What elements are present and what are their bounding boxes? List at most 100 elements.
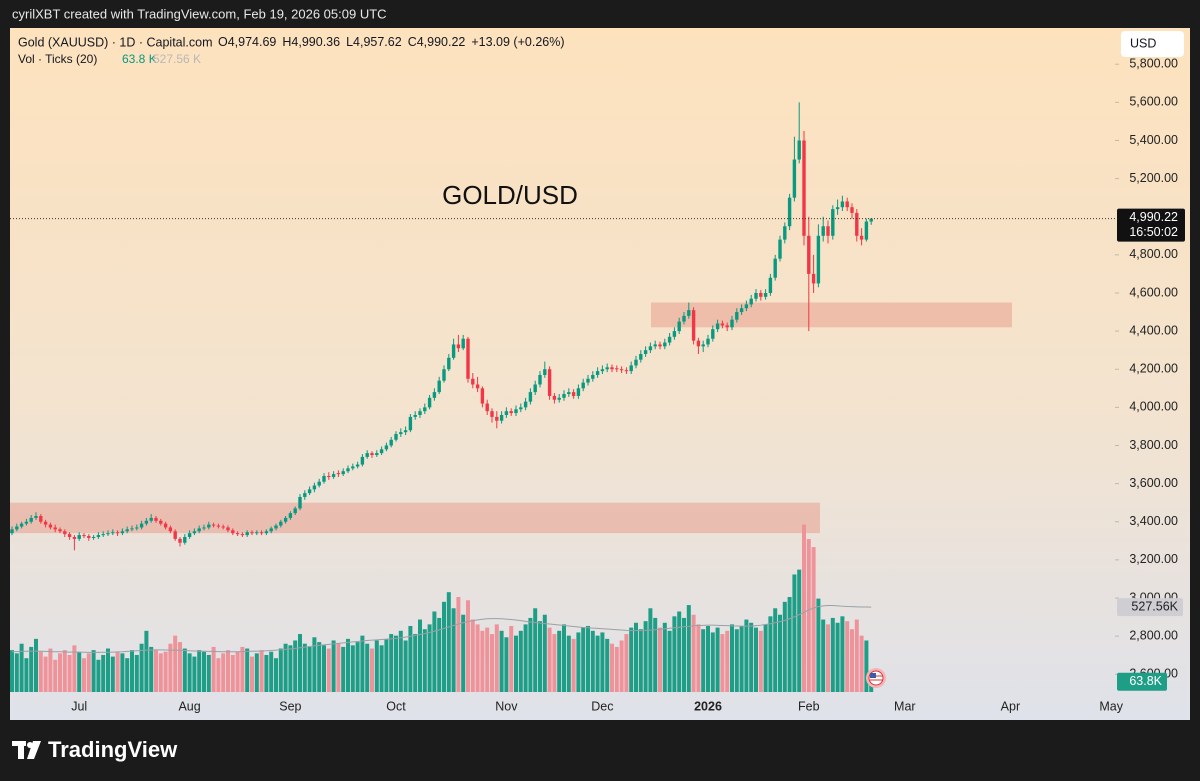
volume-bar [653,617,658,692]
volume-bar [346,638,350,692]
candle-body [442,369,446,381]
volume-bar [269,651,274,692]
volume-bar [778,614,782,692]
volume-bar [422,629,427,692]
candle-body [125,529,129,532]
volume-bar [605,638,610,692]
volume-bar [811,547,816,692]
candle-body [15,526,19,530]
volume-bar [259,650,264,692]
candle-body [63,531,67,535]
volume-bar [432,611,437,692]
candle-body [725,325,729,328]
volume-bar [408,625,413,692]
candle-body [384,445,389,450]
volume-bar [595,635,600,692]
candle-body [427,397,432,408]
candle-body [533,384,537,393]
candle-body [653,344,657,347]
volume-ma-line [11,605,872,653]
volume-bar [437,617,442,692]
countdown: 16:50:02 [1129,225,1178,239]
candle-body [667,336,672,343]
volume-bar [840,616,845,692]
candle-body [178,538,182,543]
volume-bar [226,650,230,692]
flag-icon [866,668,886,688]
volume-bar [538,621,542,692]
x-tick-label: 2026 [694,699,722,713]
candle-body [29,517,33,522]
candle-body [461,338,465,349]
volume-bar [245,648,250,692]
candle-body [379,449,384,454]
candle-body [240,534,245,536]
volume-bar [648,608,653,692]
candle-body [696,340,701,347]
candle-body [87,536,91,538]
candle-body [245,532,249,536]
candle-body [557,397,561,400]
volume-bar [398,630,403,692]
candle-body [773,258,777,278]
volume-bar [739,625,744,692]
volume-bar [571,638,576,692]
candle-body [802,140,806,236]
volume-bar [293,640,298,692]
candle-body [408,416,413,431]
candle-body [456,344,461,349]
y-tick-label: 4,200.00 [1129,362,1178,376]
candle-body [643,350,648,354]
y-tick-label: 3,200.00 [1129,552,1178,566]
volume-bar [451,608,456,692]
volume-bar [115,651,120,692]
x-tick-label: Mar [894,699,916,713]
candle-body [413,414,417,417]
candle-body [250,532,254,534]
candle-body [466,338,470,379]
legend-ohlc-item: +13.09 (+0.26%) [471,35,564,49]
candle-body [202,527,206,529]
volume-bar [821,619,826,692]
volume-bar [312,637,317,692]
candle-body [197,528,201,532]
currency-button[interactable] [1121,31,1184,57]
volume-bar [72,645,77,692]
currency[interactable]: USD [1130,36,1156,50]
volume-bar [629,627,634,692]
volume-bar [360,635,365,692]
candle-body [43,521,48,525]
volume-bar [288,645,293,692]
volume-bar [341,646,346,692]
candle-body [629,365,633,372]
candle-body [749,298,753,305]
plot [10,102,1115,692]
volume-bar [197,650,202,692]
volume-bar [533,608,538,692]
volume-bar [682,617,686,692]
volume-bar [96,659,101,692]
candle-body [816,235,821,284]
candle-body [682,315,686,322]
volume-bar [182,648,187,692]
volume-bar [715,627,720,692]
candle-body [269,528,273,532]
plot-background [10,28,1190,720]
y-tick-label: 4,600.00 [1129,285,1178,299]
candle-body [720,323,725,326]
candle-body [331,474,336,477]
candle-body [211,524,216,526]
volume-bar [427,624,432,692]
candle-body [149,517,153,521]
volume-bar [816,598,821,692]
candle-body [768,277,773,293]
volume-bar [552,634,557,692]
volume-ma-label: 527.56K [1131,599,1178,613]
volume-bar [240,646,245,692]
candle-body [778,239,782,259]
candle-body [754,292,758,299]
candle-body [279,521,283,526]
candle-body [389,439,393,446]
candle-body [706,338,710,345]
legend-ohlc-item: O4,974.69 [218,35,276,49]
